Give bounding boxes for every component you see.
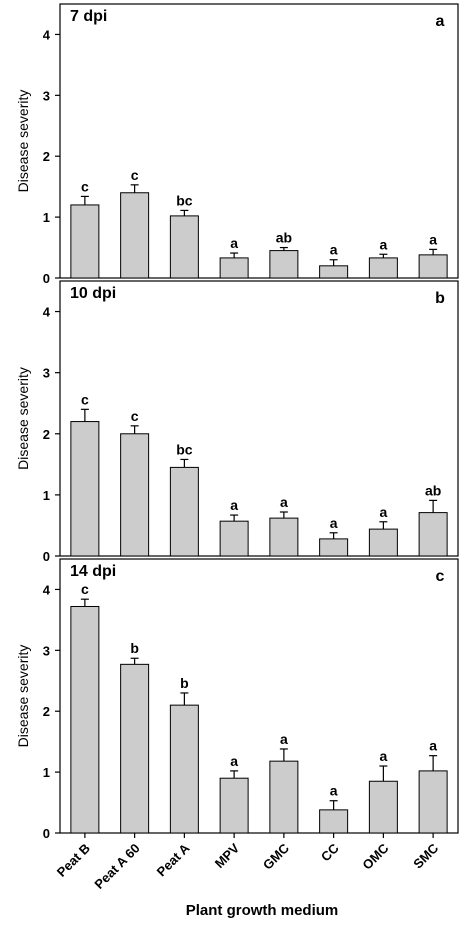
bar <box>219 257 249 279</box>
significance-label: a <box>280 731 288 747</box>
bar <box>169 704 199 834</box>
y-tick-label: 1 <box>43 488 50 503</box>
bar <box>120 433 150 557</box>
y-tick-label: 0 <box>43 271 50 286</box>
panel-label: 14 dpi <box>70 563 116 580</box>
y-tick-label: 2 <box>43 427 50 442</box>
significance-label: a <box>330 515 338 531</box>
category-label: OMC <box>359 840 391 872</box>
y-axis-label: Disease severity <box>15 367 31 470</box>
bar <box>169 466 199 557</box>
category-label: Peat B <box>54 841 93 880</box>
category-label: GMC <box>260 840 292 872</box>
significance-label: c <box>81 581 89 597</box>
bar <box>319 265 349 279</box>
significance-label: a <box>230 497 238 513</box>
bar <box>120 192 150 279</box>
significance-label: a <box>379 236 387 252</box>
plot-frame <box>59 558 459 834</box>
bar <box>319 809 349 834</box>
y-tick-label: 4 <box>43 27 51 42</box>
bar <box>70 605 100 834</box>
significance-label: a <box>280 494 288 510</box>
bar <box>219 520 249 557</box>
bar <box>269 760 299 834</box>
significance-label: a <box>379 748 387 764</box>
panel-a: 0 1 2 3 4 Disease severity 7 dpi a c c bc a ab a a a <box>15 3 459 286</box>
bar <box>169 215 199 279</box>
y-tick-label: 1 <box>43 210 50 225</box>
category-label: SMC <box>410 840 441 871</box>
category-label: Peat A 60 <box>91 841 142 892</box>
y-tick-label: 3 <box>43 366 50 381</box>
y-tick-label: 2 <box>43 149 50 164</box>
panel-letter: c <box>436 568 445 585</box>
significance-label: c <box>131 408 139 424</box>
bar <box>368 528 398 557</box>
y-tick-label: 4 <box>43 305 51 320</box>
category-label: CC <box>318 840 342 864</box>
y-tick-label: 0 <box>43 549 50 564</box>
bar <box>319 538 349 557</box>
y-axis-label: Disease severity <box>15 645 31 748</box>
y-axis-label: Disease severity <box>15 90 31 193</box>
y-tick-label: 4 <box>43 582 51 597</box>
panel-label: 7 dpi <box>70 8 107 25</box>
significance-label: a <box>230 753 238 769</box>
significance-label: bc <box>176 192 193 208</box>
significance-label: a <box>429 738 437 754</box>
bar <box>418 254 448 279</box>
y-tick-label: 1 <box>43 765 50 780</box>
bar <box>70 204 100 279</box>
significance-label: a <box>429 231 437 247</box>
significance-label: c <box>131 167 139 183</box>
plot-frame <box>59 280 459 557</box>
bar <box>269 517 299 557</box>
category-label: MPV <box>212 840 243 871</box>
category-label: Peat A <box>154 840 193 879</box>
bar <box>120 663 150 834</box>
panel-label: 10 dpi <box>70 285 116 302</box>
significance-label: c <box>81 391 89 407</box>
bar <box>70 421 100 557</box>
panel-letter: b <box>435 290 445 307</box>
bar <box>368 257 398 279</box>
bar <box>368 780 398 834</box>
significance-label: bc <box>176 441 193 457</box>
y-tick-label: 3 <box>43 643 50 658</box>
bar <box>219 777 249 834</box>
significance-label: ab <box>425 482 441 498</box>
y-tick-label: 2 <box>43 704 50 719</box>
bar <box>269 250 299 279</box>
significance-label: a <box>230 235 238 251</box>
significance-label: a <box>330 242 338 258</box>
bar <box>418 512 448 557</box>
plot-frame <box>59 3 459 279</box>
significance-label: a <box>330 783 338 799</box>
significance-label: b <box>130 640 139 656</box>
panel-letter: a <box>436 13 445 30</box>
significance-label: c <box>81 178 89 194</box>
x-axis-title: Plant growth medium <box>186 902 339 919</box>
significance-label: b <box>180 675 189 691</box>
y-tick-label: 3 <box>43 88 50 103</box>
significance-label: ab <box>276 230 292 246</box>
y-tick-label: 0 <box>43 826 50 841</box>
significance-label: a <box>379 504 387 520</box>
bar <box>418 770 448 834</box>
